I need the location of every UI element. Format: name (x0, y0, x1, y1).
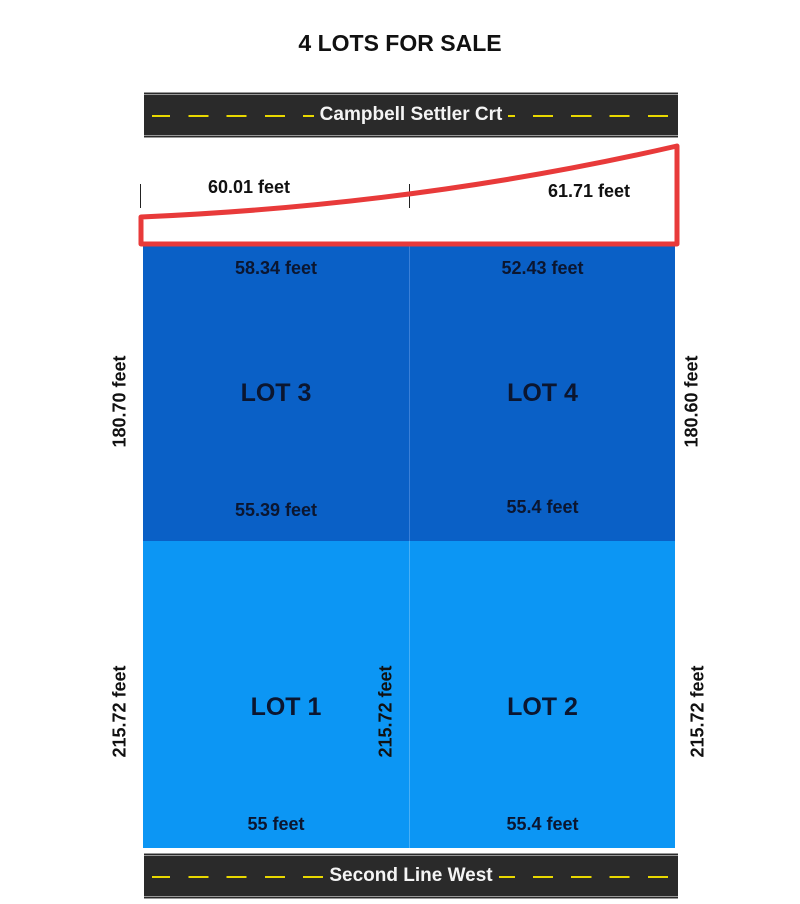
page-title: 4 LOTS FOR SALE (298, 30, 502, 56)
lot-4-side-dim: 180.60 feet (681, 355, 702, 448)
road-name-top: Campbell Settler Crt (313, 104, 509, 125)
lot-4-label: LOT 4 (507, 379, 578, 407)
lot-2-side-dim: 215.72 feet (687, 665, 708, 758)
road-name-bottom: Second Line West (323, 865, 499, 886)
lot-1-left-side-dim: 215.72 feet (109, 665, 130, 758)
lot-3-side-dim: 180.70 feet (109, 355, 130, 448)
lot-1[interactable]: LOT 1 55 feet (143, 541, 409, 848)
lot-4-top-dim: 52.43 feet (501, 258, 584, 278)
lot-3-top-dim: 58.34 feet (234, 258, 318, 278)
frontage-right: 61.71 feet (548, 181, 631, 201)
lot-2-label: LOT 2 (507, 693, 578, 721)
road-top: Campbell Settler Crt (144, 92, 678, 138)
lot-3-bottom-dim: 55.39 feet (234, 500, 318, 520)
lot-4-bottom-dim: 55.4 feet (506, 497, 579, 517)
highlight-strip (138, 143, 680, 247)
lot-2-bottom-dim: 55.4 feet (506, 814, 579, 834)
lot-3-label: LOT 3 (240, 379, 312, 407)
road-bottom: Second Line West (144, 853, 678, 899)
lot-1-right-side-dim: 215.72 feet (375, 665, 396, 758)
dimension-tick (140, 184, 141, 208)
lot-3[interactable]: 58.34 feet LOT 3 55.39 feet (143, 245, 409, 541)
lot-1-label: LOT 1 (250, 693, 322, 721)
frontage-left: 60.01 feet (208, 177, 291, 197)
lot-1-bottom-dim: 55 feet (247, 814, 305, 834)
lot-4[interactable]: 52.43 feet LOT 4 55.4 feet (409, 245, 675, 541)
lot-2[interactable]: LOT 2 55.4 feet (409, 541, 675, 848)
